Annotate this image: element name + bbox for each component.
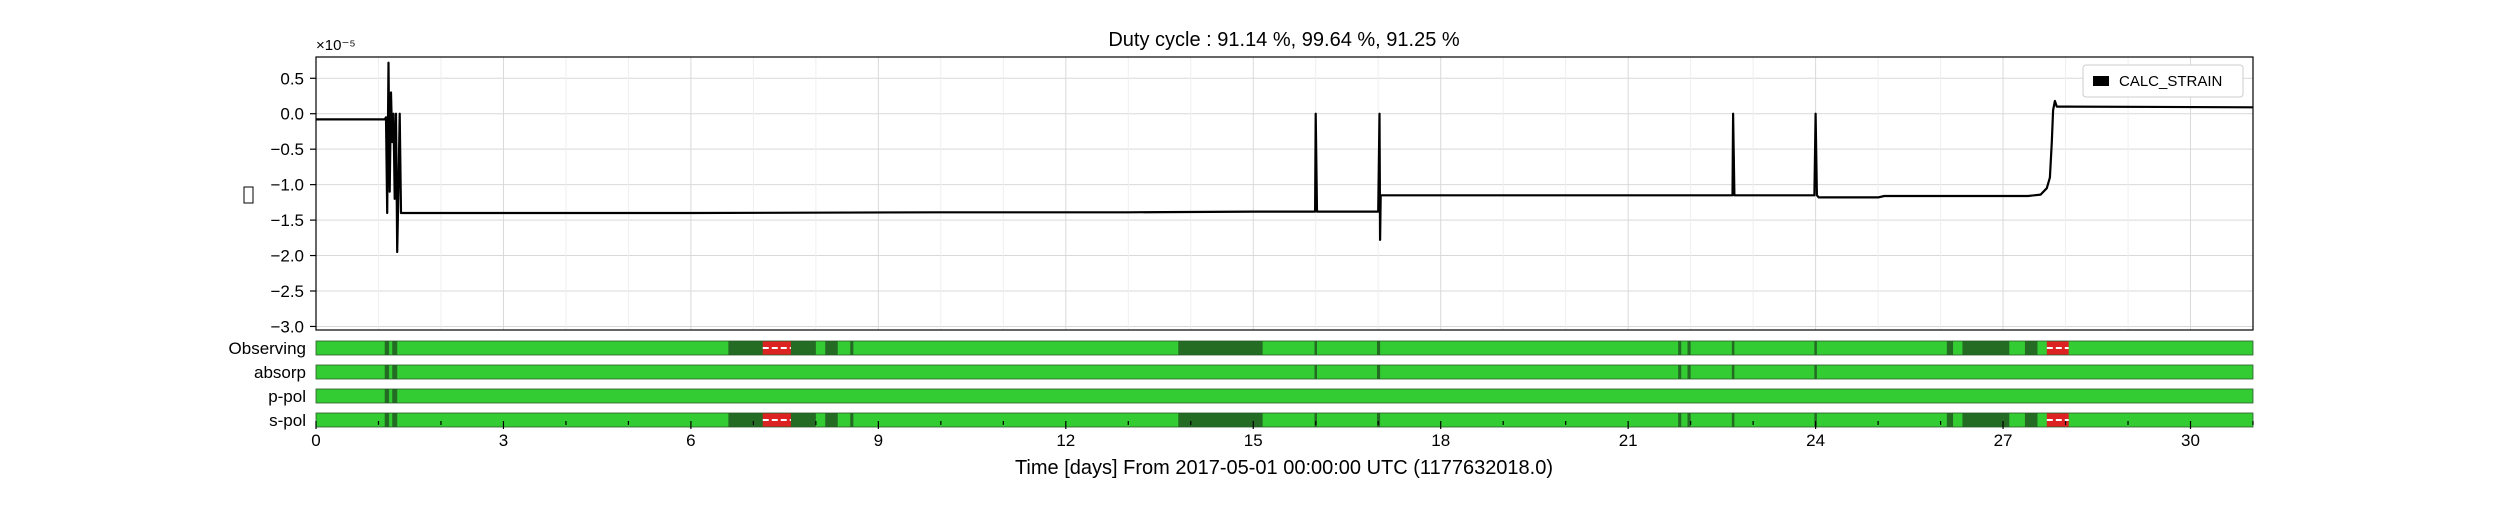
segment-row-absorp: absorp <box>254 363 2254 382</box>
segment-inactive-bar <box>728 413 766 427</box>
segment-inactive-bar <box>825 413 838 427</box>
segment-inactive-bar <box>1178 413 1263 427</box>
y-tick-label: −1.0 <box>270 176 304 195</box>
segment-inactive-bar <box>1946 341 1954 355</box>
x-tick-label: 3 <box>499 431 508 450</box>
y-tick-label: −1.5 <box>270 211 304 230</box>
segment-row-frame <box>315 412 2254 428</box>
segment-inactive-bar <box>1314 365 1317 379</box>
segment-inactive-bar <box>1687 341 1691 355</box>
segment-inactive-bar <box>1814 341 1817 355</box>
legend-box <box>2082 64 2244 98</box>
y-tick-label: 0.0 <box>280 105 304 124</box>
segment-row-observing: Observing <box>229 339 2254 358</box>
segment-inactive-bar <box>392 413 398 427</box>
segment-row-frame <box>315 364 2254 380</box>
segment-inactive-bar <box>850 341 854 355</box>
segment-inactive-bar <box>392 341 398 355</box>
segment-active-bar <box>316 365 2253 379</box>
x-tick-label: 21 <box>1619 431 1638 450</box>
segment-row-frame <box>315 388 2254 404</box>
segment-inactive-bar <box>1376 341 1381 355</box>
segment-inactive-bar <box>2024 413 2038 427</box>
segment-inactive-bar <box>384 389 390 403</box>
x-tick-label: 15 <box>1244 431 1263 450</box>
y-tick-label: −0.5 <box>270 140 304 159</box>
y-tick-label: 0.5 <box>280 69 304 88</box>
segment-row-label: p-pol <box>268 387 306 406</box>
segment-inactive-bar <box>1814 413 1817 427</box>
x-tick-label: 18 <box>1431 431 1450 450</box>
segment-inactive-bar <box>1178 341 1263 355</box>
segment-inactive-bar <box>1731 341 1735 355</box>
segment-inactive-bar <box>728 341 766 355</box>
series-line-calc-strain <box>316 61 2254 254</box>
x-tick-label: 12 <box>1056 431 1075 450</box>
segment-inactive-bar <box>1731 365 1735 379</box>
segment-area: Observing absorp p-pol s-pol <box>229 339 2254 430</box>
x-tick-label: 27 <box>1994 431 2013 450</box>
legend-swatch <box>2093 76 2109 86</box>
y-axis-label-glyph <box>243 186 254 204</box>
segment-inactive-bar <box>1946 413 1954 427</box>
plot-frame <box>315 56 2254 331</box>
legend: CALC_STRAIN <box>2082 64 2244 98</box>
x-axis-label: Time [days] From 2017-05-01 00:00:00 UTC… <box>1015 457 1553 479</box>
segment-inactive-bar <box>1678 413 1682 427</box>
y-offset-label: ×10⁻⁵ <box>316 37 356 54</box>
segment-active-bar <box>316 389 2253 403</box>
segment-inactive-bar <box>1731 413 1735 427</box>
chart-title: Duty cycle : 91.14 %, 99.64 %, 91.25 % <box>1108 29 1460 51</box>
x-tick-label: 30 <box>2181 431 2200 450</box>
segment-inactive-bar <box>1814 365 1817 379</box>
segment-row-frame <box>315 340 2254 356</box>
segment-inactive-bar <box>787 341 816 355</box>
segment-inactive-bar <box>787 413 816 427</box>
x-tick-label: 0 <box>311 431 320 450</box>
x-tick-label: 24 <box>1806 431 1825 450</box>
segment-inactive-bar <box>1687 413 1691 427</box>
segment-inactive-bar <box>2024 341 2038 355</box>
plot-area: 0.5 0.0 −0.5 −1.0 −1.5 −2.0 −2.5 −3.0 <box>243 56 2254 336</box>
segment-row-label: Observing <box>229 339 306 358</box>
segment-inactive-bar <box>1962 413 2010 427</box>
segment-inactive-bar <box>384 413 390 427</box>
plot-background <box>316 57 2253 330</box>
segment-inactive-bar <box>1687 365 1691 379</box>
y-tick-label: −2.0 <box>270 247 304 266</box>
segment-row-s-pol: s-pol <box>269 411 2254 430</box>
segment-inactive-bar <box>1678 341 1682 355</box>
y-tick-label: −3.0 <box>270 317 304 336</box>
segment-inactive-bar <box>392 365 398 379</box>
x-tick-label: 6 <box>686 431 695 450</box>
segment-row-label: s-pol <box>269 411 306 430</box>
segment-inactive-bar <box>825 341 838 355</box>
segment-inactive-bar <box>1678 365 1682 379</box>
segment-inactive-bar <box>1376 365 1381 379</box>
segment-row-p-pol: p-pol <box>268 387 2254 406</box>
segment-row-label: absorp <box>254 363 306 382</box>
segment-inactive-bar <box>850 413 854 427</box>
y-tick-label: −2.5 <box>270 282 304 301</box>
segment-inactive-bar <box>384 365 390 379</box>
segment-inactive-bar <box>1376 413 1381 427</box>
segment-inactive-bar <box>1314 413 1317 427</box>
x-axis: 0 3 6 9 12 15 18 21 24 27 30 <box>311 421 2254 450</box>
segment-inactive-bar <box>392 389 398 403</box>
legend-entry: CALC_STRAIN <box>2119 73 2222 90</box>
segment-inactive-bar <box>1314 341 1317 355</box>
segment-inactive-bar <box>384 341 390 355</box>
segment-inactive-bar <box>1962 341 2010 355</box>
x-tick-label: 9 <box>874 431 883 450</box>
